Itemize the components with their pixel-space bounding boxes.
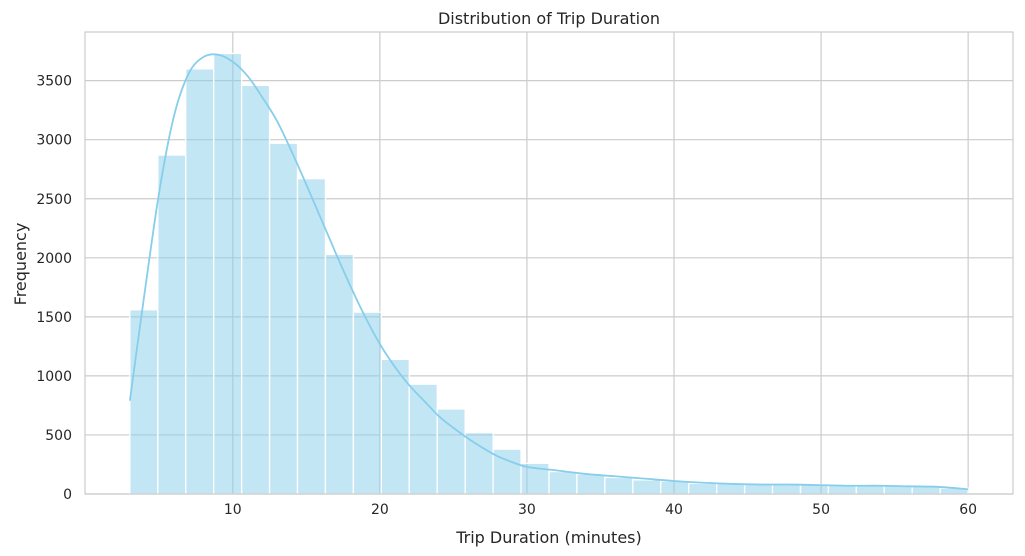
frame-layer	[84, 31, 1014, 495]
kde-layer	[128, 53, 969, 491]
histogram-bar	[771, 483, 802, 495]
histogram-bar	[129, 309, 159, 495]
histogram-bar	[576, 473, 606, 495]
kde-line	[128, 53, 969, 491]
histogram-bar	[240, 84, 271, 495]
y-tick-label: 500	[45, 428, 72, 444]
histogram-bar	[688, 482, 718, 495]
ticks-layer: 10 20 30 40 50 60 0 500 1000 1500 2000 2500 3000 3500	[36, 74, 977, 518]
histogram-bar	[464, 431, 494, 495]
histogram-bar	[213, 52, 243, 495]
histogram-bar	[296, 178, 327, 495]
y-tick-label: 2000	[36, 251, 72, 267]
histogram-bar	[743, 483, 774, 495]
chart-title: Distribution of Trip Duration	[438, 9, 660, 28]
histogram-bar	[660, 480, 690, 495]
x-tick-label: 20	[371, 502, 389, 518]
y-tick-label: 0	[63, 487, 72, 503]
x-tick-label: 50	[812, 502, 830, 518]
plot-frame	[84, 31, 1014, 495]
x-tick-label: 40	[665, 502, 683, 518]
histogram-bar	[604, 476, 634, 495]
histogram-bar	[185, 68, 215, 495]
y-tick-label: 3000	[36, 133, 72, 149]
y-tick-label: 2500	[36, 192, 72, 208]
histogram-bar	[548, 470, 578, 495]
x-tick-label: 60	[959, 502, 977, 518]
x-tick-label: 10	[224, 502, 242, 518]
y-tick-label: 1000	[36, 369, 72, 385]
histogram-bar	[436, 408, 466, 495]
x-tick-label: 30	[518, 502, 536, 518]
bars-layer	[129, 52, 969, 495]
histogram-bar	[632, 479, 662, 495]
histogram-bar	[157, 154, 187, 495]
y-tick-label: 1500	[36, 310, 72, 326]
x-axis-label: Trip Duration (minutes)	[455, 528, 642, 547]
y-axis-label: Frequency	[11, 223, 30, 306]
y-tick-label: 3500	[36, 74, 72, 90]
histogram-bar	[324, 253, 355, 495]
histogram-bar	[268, 142, 299, 495]
